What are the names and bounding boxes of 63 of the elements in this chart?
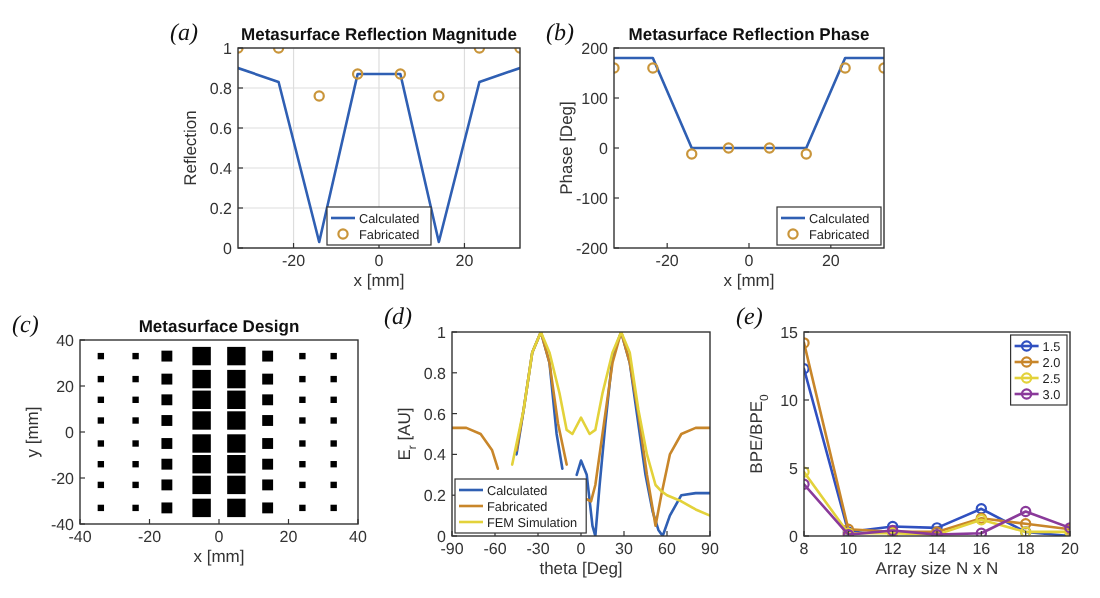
x-tick-label: -20 [137,528,163,546]
x-axis-title: Array size N x N [875,558,999,578]
x-tick-label: 12 [883,540,903,558]
x-tick-label: -90 [440,540,465,558]
x-tick-label: 20 [455,252,475,270]
y-tick-label: -100 [575,190,610,208]
chart-title: Metasurface Design [138,316,300,336]
y-tick-label: 0 [65,424,76,442]
x-tick-label: 20 [821,252,841,270]
x-tick-label: 30 [615,540,634,558]
x-tick-label: 0 [744,252,755,270]
y-tick-label: 10 [780,392,800,410]
x-axis-title: x [mm] [723,270,775,290]
y-tick-label: 1 [223,40,234,58]
x-tick-label: 40 [349,528,368,546]
x-tick-label: 20 [279,528,299,546]
x-tick-label: -20 [281,252,307,270]
y-tick-label: 200 [581,40,610,58]
x-axis-title: x [mm] [193,546,245,566]
y-tick-label: 0.6 [423,405,448,424]
y-tick-label: 5 [789,460,800,478]
x-tick-label: 0 [374,252,385,270]
y-tick-label: 0 [599,140,610,158]
x-tick-label: 16 [972,540,992,558]
text: (e) [736,302,763,330]
y-tick-label: 0.4 [209,160,234,178]
y-tick-label: 40 [56,332,76,350]
x-tick-label: 20 [1061,540,1080,558]
y-tick-label: 0.4 [423,446,448,465]
y-tick-label: 20 [56,378,76,396]
x-tick-label: 60 [658,540,677,558]
y-tick-label: 100 [581,90,610,108]
y-tick-label: 0.6 [209,120,234,138]
x-axis-title: theta [Deg] [539,558,623,578]
y-tick-label: 0.2 [423,487,448,506]
y-tick-label: -20 [50,470,76,488]
text: (b) [546,18,574,46]
x-tick-label: 14 [928,540,947,558]
y-tick-label: 0.8 [423,364,448,383]
y-tick-label: 15 [780,324,800,342]
y-axis-title: Phase [Deg] [556,101,576,195]
chart-title: Metasurface Reflection Magnitude [241,24,518,44]
y-axis-title: Reflection [180,109,200,186]
y-tick-label: -40 [50,516,76,534]
text: (d) [384,302,412,330]
x-tick-label: 90 [701,540,720,558]
text: (c) [12,310,39,338]
y-tick-label: 0 [223,240,234,258]
x-tick-label: -20 [655,252,680,270]
x-tick-label: -60 [483,540,508,558]
x-tick-label: -40 [68,528,93,546]
x-tick-label: -30 [526,540,551,558]
y-tick-label: 0.2 [209,200,234,218]
y-tick-label: -200 [575,240,610,258]
x-tick-label: 8 [799,540,810,558]
text: (a) [170,18,198,46]
x-tick-label: 10 [839,540,859,558]
x-axis-title: x [mm] [353,270,405,290]
y-tick-label: 1 [437,324,448,342]
x-tick-label: 18 [1016,540,1036,558]
y-axis-title: y [mm] [22,406,42,458]
chart-title: Metasurface Reflection Phase [628,24,870,44]
y-tick-label: 0.8 [209,80,234,98]
